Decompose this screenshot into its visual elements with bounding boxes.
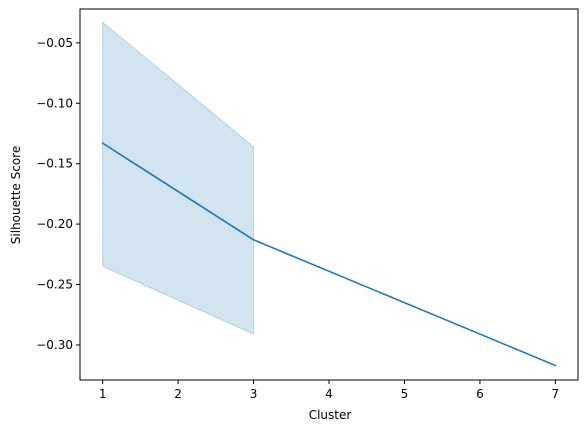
y-axis-ticks: −0.30 −0.25 −0.20 −0.15 −0.10 −0.05 <box>36 36 80 352</box>
x-tick-label: 6 <box>476 387 484 401</box>
y-tick-label: −0.20 <box>36 217 73 231</box>
x-tick-label: 7 <box>552 387 560 401</box>
y-tick-label: −0.25 <box>36 278 73 292</box>
series-line <box>101 142 557 367</box>
y-tick-label: −0.10 <box>36 96 73 110</box>
series-line-layer <box>101 142 557 367</box>
confidence-band-layer <box>102 21 255 335</box>
y-tick-label: −0.30 <box>36 338 73 352</box>
x-tick-label: 1 <box>99 387 107 401</box>
y-tick-label: −0.15 <box>36 157 73 171</box>
x-tick-label: 5 <box>401 387 409 401</box>
x-axis-ticks: 1 2 3 4 5 6 7 <box>99 380 559 401</box>
y-axis-label: Silhouette Score <box>9 146 23 244</box>
x-tick-label: 4 <box>325 387 333 401</box>
x-tick-label: 2 <box>174 387 182 401</box>
confidence-band <box>102 21 255 335</box>
y-tick-label: −0.05 <box>36 36 73 50</box>
x-axis-label: Cluster <box>309 408 352 422</box>
x-tick-label: 3 <box>250 387 258 401</box>
